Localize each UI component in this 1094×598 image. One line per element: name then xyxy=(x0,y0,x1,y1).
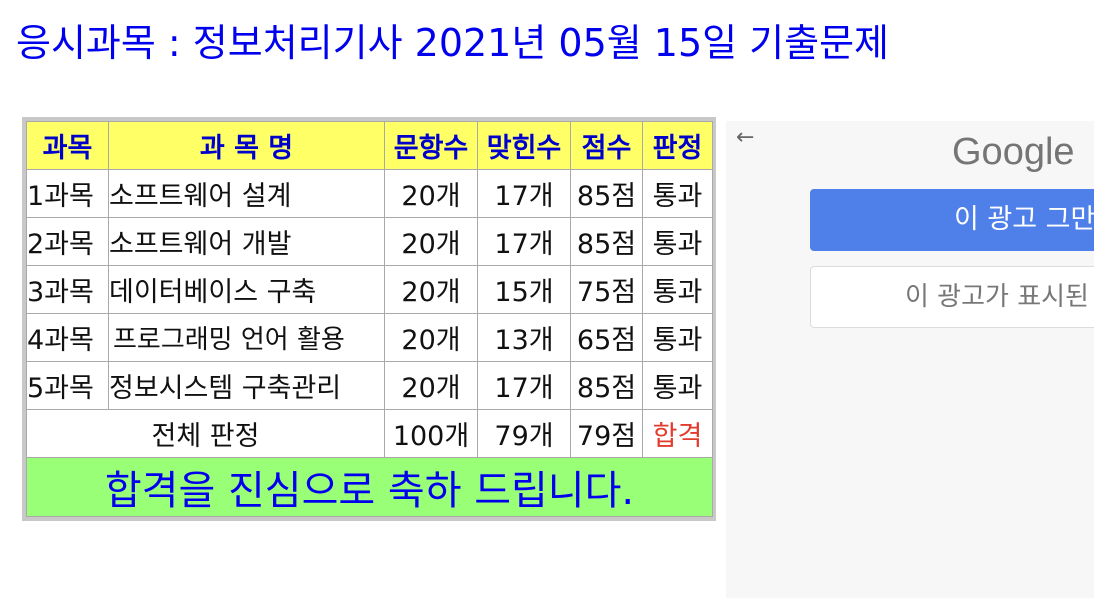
cell-subject-name: 소프트웨어 개발 xyxy=(108,217,385,266)
total-score: 79점 xyxy=(570,409,643,458)
cell-verdict: 통과 xyxy=(642,217,713,266)
back-arrow-icon[interactable]: ← xyxy=(736,125,755,150)
total-row: 전체 판정 100개 79개 79점 합격 xyxy=(26,409,713,458)
stop-ad-button[interactable]: 이 광고 그만 xyxy=(810,189,1094,251)
col-header-subject-name: 과 목 명 xyxy=(108,121,385,170)
col-header-score: 점수 xyxy=(570,121,643,170)
total-label: 전체 판정 xyxy=(26,409,385,458)
cell-subject-no: 1과목 xyxy=(26,169,109,218)
col-header-questions: 문항수 xyxy=(384,121,478,170)
congrats-row: 합격을 진심으로 축하 드립니다. xyxy=(26,457,713,517)
cell-subject-name: 소프트웨어 설계 xyxy=(108,169,385,218)
cell-subject-name: 정보시스템 구축관리 xyxy=(108,361,385,410)
cell-subject-no: 4과목 xyxy=(26,313,109,362)
col-header-subject-no: 과목 xyxy=(26,121,109,170)
cell-correct: 15개 xyxy=(477,265,571,314)
google-logo: Google xyxy=(952,131,1075,173)
cell-score: 85점 xyxy=(570,217,643,266)
cell-verdict: 통과 xyxy=(642,265,713,314)
cell-correct: 13개 xyxy=(477,313,571,362)
cell-questions: 20개 xyxy=(384,169,478,218)
cell-score: 85점 xyxy=(570,361,643,410)
cell-correct: 17개 xyxy=(477,169,571,218)
cell-questions: 20개 xyxy=(384,313,478,362)
cell-score: 65점 xyxy=(570,313,643,362)
cell-subject-name: 데이터베이스 구축 xyxy=(108,265,385,314)
table-row: 2과목 소프트웨어 개발 20개 17개 85점 통과 xyxy=(26,217,713,266)
cell-questions: 20개 xyxy=(384,361,478,410)
total-questions: 100개 xyxy=(384,409,478,458)
cell-subject-no: 3과목 xyxy=(26,265,109,314)
cell-questions: 20개 xyxy=(384,217,478,266)
cell-subject-no: 5과목 xyxy=(26,361,109,410)
cell-subject-no: 2과목 xyxy=(26,217,109,266)
total-verdict: 합격 xyxy=(642,409,713,458)
cell-subject-name: 프로그래밍 언어 활용 xyxy=(108,313,385,362)
congrats-message: 합격을 진심으로 축하 드립니다. xyxy=(26,457,713,517)
total-correct: 79개 xyxy=(477,409,571,458)
table-row: 5과목 정보시스템 구축관리 20개 17개 85점 통과 xyxy=(26,361,713,410)
cell-score: 75점 xyxy=(570,265,643,314)
table-row: 3과목 데이터베이스 구축 20개 15개 75점 통과 xyxy=(26,265,713,314)
cell-correct: 17개 xyxy=(477,361,571,410)
result-table: 과목 과 목 명 문항수 맞힌수 점수 판정 1과목 소프트웨어 설계 20개 … xyxy=(26,121,713,517)
table-row: 4과목 프로그래밍 언어 활용 20개 13개 65점 통과 xyxy=(26,313,713,362)
col-header-verdict: 판정 xyxy=(642,121,713,170)
page-title: 응시과목 : 정보처리기사 2021년 05월 15일 기출문제 xyxy=(16,21,890,65)
table-row: 1과목 소프트웨어 설계 20개 17개 85점 통과 xyxy=(26,169,713,218)
cell-verdict: 통과 xyxy=(642,313,713,362)
cell-score: 85점 xyxy=(570,169,643,218)
cell-questions: 20개 xyxy=(384,265,478,314)
why-ad-button[interactable]: 이 광고가 표시된 xyxy=(810,266,1094,328)
cell-verdict: 통과 xyxy=(642,169,713,218)
ad-panel: ← Google 이 광고 그만 이 광고가 표시된 xyxy=(726,121,1094,598)
cell-correct: 17개 xyxy=(477,217,571,266)
result-table-frame: 과목 과 목 명 문항수 맞힌수 점수 판정 1과목 소프트웨어 설계 20개 … xyxy=(22,117,716,521)
table-header-row: 과목 과 목 명 문항수 맞힌수 점수 판정 xyxy=(26,121,713,170)
col-header-correct: 맞힌수 xyxy=(477,121,571,170)
cell-verdict: 통과 xyxy=(642,361,713,410)
